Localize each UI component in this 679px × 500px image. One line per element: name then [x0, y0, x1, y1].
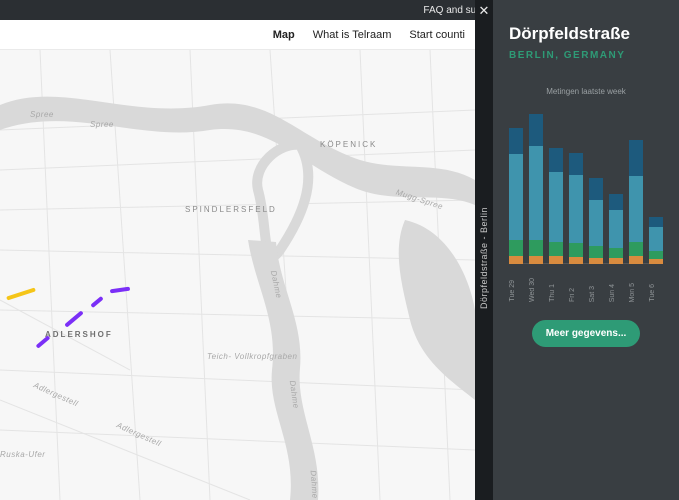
chart-bar-stack — [649, 217, 663, 227]
detail-panel: Dörpfeldstraße BERLIN, GERMANY Metingen … — [493, 0, 679, 500]
chart-bar-stack — [589, 178, 603, 200]
chart-bar-stack — [549, 242, 563, 256]
tab-map[interactable]: Map — [273, 29, 295, 41]
chart-bar-stack — [629, 176, 643, 242]
chart-bar-stack — [609, 210, 623, 248]
chart-bar-stack — [569, 243, 583, 257]
chart-bar-stack — [629, 140, 643, 176]
sidetab: ✕ Dörpfeldstraße - Berlin — [475, 0, 493, 500]
chart-bar-stack — [509, 154, 523, 240]
chart-xlabel: Tue 6 — [649, 284, 663, 302]
district-adlershof: ADLERSHOF — [45, 330, 113, 339]
chart-bar-stack — [569, 175, 583, 243]
chart-bar-stack — [589, 258, 603, 264]
panel-subtitle: BERLIN, GERMANY — [509, 50, 663, 61]
chart-xlabel: Thu 1 — [549, 284, 563, 302]
chart-bar-stack — [649, 251, 663, 259]
district-kopenick: KÖPENICK — [320, 140, 377, 149]
chart-bar-stack — [529, 146, 543, 240]
chart-bar-stack — [629, 256, 643, 264]
chart-bar-stack — [609, 194, 623, 210]
chart-bar-stack — [649, 227, 663, 251]
river-label-spree-1: Spree — [30, 110, 54, 119]
tab-what-is[interactable]: What is Telraam — [313, 29, 392, 41]
chart-bar-stack — [509, 128, 523, 154]
chart-bar-stack — [649, 259, 663, 264]
chart-bar-stack — [609, 258, 623, 264]
chart-bar-stack — [509, 256, 523, 264]
map-canvas[interactable]: KÖPENICK SPINDLERSFELD ADLERSHOF Teich- … — [0, 50, 475, 500]
more-data-button[interactable]: Meer gegevens... — [532, 320, 641, 347]
chart-bar-stack — [529, 114, 543, 146]
poi-ruska: Ruska-Ufer — [0, 450, 45, 459]
district-spindlersfeld: SPINDLERSFELD — [185, 205, 277, 214]
river-label-spree-2: Spree — [90, 120, 114, 129]
chart-xlabel: Fri 2 — [569, 288, 583, 302]
close-icon[interactable]: ✕ — [479, 4, 490, 17]
chart-bar-stack — [609, 248, 623, 258]
island-kopenick — [257, 145, 308, 257]
poi-teich: Teich- Vollkropfgraben — [207, 352, 297, 361]
river-dahme — [248, 240, 318, 500]
lake-east — [399, 220, 475, 400]
chart-bar-stack — [529, 240, 543, 256]
chart-xlabel: Sat 3 — [589, 286, 603, 302]
river-label-dahme-3: Dahme — [309, 470, 320, 499]
map-svg — [0, 50, 475, 500]
chart-bar-stack — [529, 256, 543, 264]
chart-xlabel: Wed 30 — [529, 278, 543, 302]
chart-caption: Metingen laatste week — [509, 87, 663, 96]
chart-bar-stack — [589, 200, 603, 246]
chart-bar-stack — [629, 242, 643, 256]
chart-bar-stack — [549, 172, 563, 242]
tab-start-count[interactable]: Start counti — [409, 29, 465, 41]
app-root: FAQ and support Telraam S2 Telraam Talks… — [0, 0, 679, 500]
chart-xlabel: Sun 4 — [609, 284, 623, 302]
chart-bar-stack — [569, 153, 583, 175]
chart-bar-stack — [589, 246, 603, 258]
sidetab-label: Dörpfeldstraße - Berlin — [479, 207, 489, 309]
chart-xlabels: Tue 29 Wed 30 Thu 1 Fri 2 Sat 3 Sun 4 Mon 5 Tue… — [509, 270, 663, 302]
weekly-chart — [509, 104, 663, 264]
chart-xlabel: Mon 5 — [629, 283, 643, 302]
chart-bar-stack — [509, 240, 523, 256]
chart-bar-stack — [549, 256, 563, 264]
chart-bar-stack — [549, 148, 563, 172]
chart-xlabel: Tue 29 — [509, 280, 523, 302]
panel-title: Dörpfeldstraße — [509, 24, 663, 44]
navbar: Map What is Telraam Start counti — [0, 20, 475, 50]
chart-bar-stack — [569, 257, 583, 264]
